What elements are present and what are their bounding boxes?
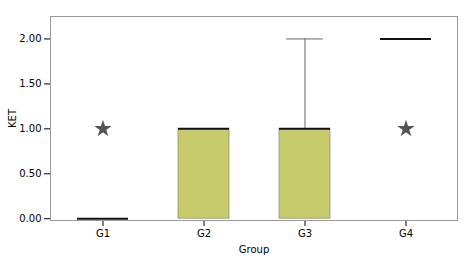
svg-text:Group: Group xyxy=(239,244,269,255)
svg-text:G3: G3 xyxy=(298,228,312,239)
svg-text:2.00: 2.00 xyxy=(19,33,41,44)
svg-text:G1: G1 xyxy=(96,228,110,239)
svg-text:1.50: 1.50 xyxy=(19,78,41,89)
svg-text:G2: G2 xyxy=(197,228,211,239)
svg-text:0.50: 0.50 xyxy=(19,168,41,179)
svg-text:KET: KET xyxy=(7,108,18,128)
svg-text:1.00: 1.00 xyxy=(19,123,41,134)
svg-text:0.00: 0.00 xyxy=(19,213,41,224)
svg-text:G4: G4 xyxy=(399,228,413,239)
